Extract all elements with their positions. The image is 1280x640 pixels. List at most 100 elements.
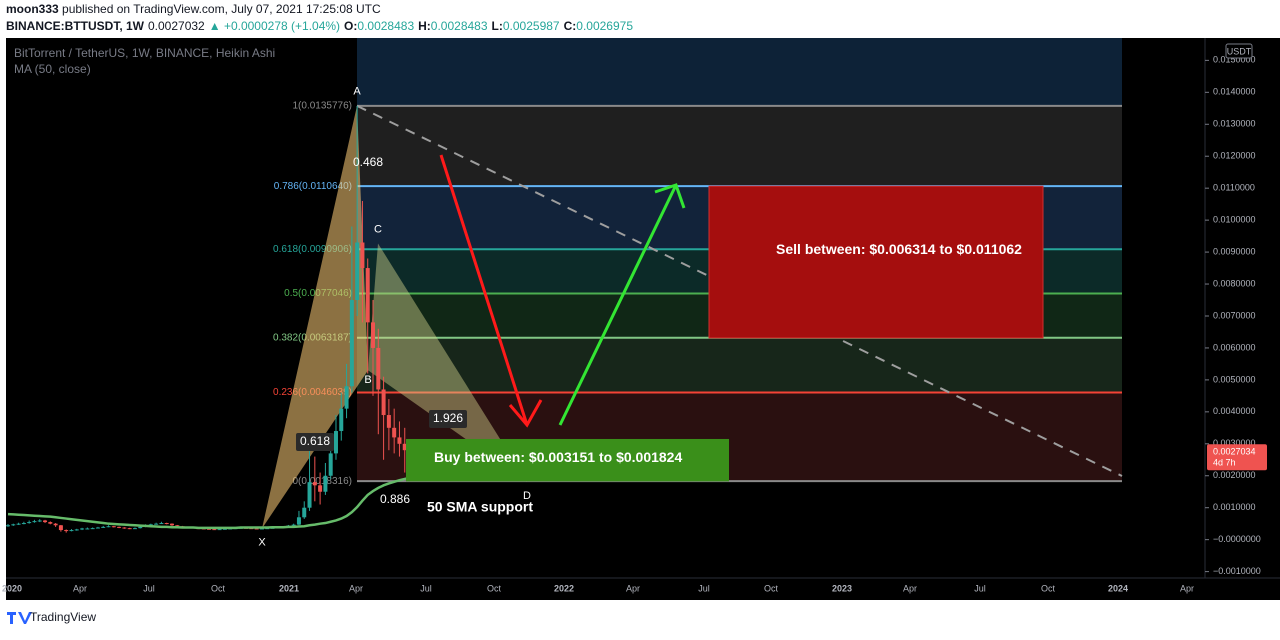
time-tick-label: Jul: [143, 583, 155, 593]
candle-body: [360, 242, 365, 269]
price-tick-label: 0.0060000: [1213, 342, 1256, 352]
candle-body: [307, 482, 312, 508]
candle-body: [138, 526, 143, 529]
candle-body: [74, 529, 79, 531]
candle-body: [392, 427, 397, 438]
time-tick-label: 2021: [279, 583, 299, 593]
time-tick-label: 2023: [832, 583, 852, 593]
time-tick-label: Oct: [1041, 583, 1056, 593]
candle-body: [11, 524, 16, 526]
time-tick-label: 2024: [1108, 583, 1128, 593]
legend-indicator: MA (50, close): [14, 62, 91, 76]
ohlc-label: O:: [344, 19, 357, 33]
symbol-line: BINANCE:BTTUSDT, 1W 0.0027032 ▲ +0.0000278…: [6, 19, 633, 33]
candle-body: [80, 528, 85, 530]
candle-body: [21, 523, 26, 525]
candle-body: [6, 525, 10, 527]
candle-body: [95, 527, 100, 529]
candle-body: [212, 529, 217, 531]
pattern-bcd: [368, 243, 527, 483]
ohlc-value: 0.0028483: [431, 19, 488, 33]
pattern-point-label: C: [374, 223, 382, 235]
published: published on TradingView.com, July 07, 2…: [59, 2, 381, 16]
countdown: 4d 7h: [1213, 458, 1236, 468]
candle-body: [402, 443, 407, 451]
symbol: BINANCE:BTTUSDT, 1W: [6, 19, 145, 33]
buy-zone: [406, 438, 729, 482]
candle-body: [85, 528, 90, 530]
candle-body: [37, 520, 42, 522]
candle-body: [101, 526, 106, 528]
candle-body: [106, 526, 111, 528]
time-tick-label: Oct: [487, 583, 502, 593]
candle-body: [117, 526, 122, 528]
author: moon333: [6, 2, 59, 16]
fib-label: 1(0.0135776): [293, 100, 353, 111]
time-tick-label: Oct: [211, 583, 226, 593]
legend-title: BitTorrent / TetherUS, 1W, BINANCE, Heik…: [14, 46, 275, 60]
ohlc-value: 0.0025987: [503, 19, 560, 33]
price-tick-label: 0.0030000: [1213, 438, 1256, 448]
candle-body: [312, 482, 317, 486]
ratio-box: [296, 433, 334, 451]
candle-body: [132, 528, 137, 530]
candle-body: [254, 528, 259, 530]
fib-label: 0.618(0.0090906): [273, 244, 352, 255]
ratio-label: 0.468: [353, 155, 383, 169]
time-tick-label: Jul: [420, 583, 432, 593]
candle-body: [381, 389, 386, 416]
footer-brand: TradingView: [30, 610, 96, 624]
candle-body: [27, 522, 32, 524]
fib-zone: [357, 38, 1122, 106]
price-tick-label: 0.0140000: [1213, 87, 1256, 97]
price-tick-label: 0.0040000: [1213, 406, 1256, 416]
price-tick-label: 0.0080000: [1213, 278, 1256, 288]
down-arrow: [439, 154, 543, 428]
price-tick-label: 0.0010000: [1213, 502, 1256, 512]
time-tick-label: Oct: [764, 583, 779, 593]
ratio-label: 1.926: [433, 411, 463, 425]
pattern-point-label: A: [353, 86, 361, 98]
current-price-box: [1207, 444, 1267, 471]
fib-label: 0.786(0.0110640): [274, 181, 352, 192]
candle-body: [333, 431, 338, 454]
currency-box: [1225, 43, 1253, 59]
candle-body: [397, 437, 402, 444]
ohlc-value: 0.0028483: [357, 19, 414, 33]
candle-body: [148, 524, 153, 526]
candle-body: [355, 242, 360, 301]
candles: [6, 105, 423, 533]
candle-body: [111, 526, 116, 528]
candle-body: [302, 507, 307, 518]
time-tick-label: Apr: [1180, 583, 1194, 593]
pattern-point-label: X: [258, 536, 266, 548]
candle-body: [69, 530, 74, 532]
buy-label: Buy between: $0.003151 to $0.001824: [434, 449, 682, 465]
logo: [7, 612, 32, 624]
time-tick-label: Apr: [73, 583, 87, 593]
candle-body: [64, 530, 69, 532]
candle-body: [328, 453, 333, 476]
candle-body: [32, 521, 37, 523]
time-tick-label: Apr: [349, 583, 363, 593]
candle-body: [48, 522, 53, 524]
candle-body: [323, 475, 328, 492]
price-tick-label: 0.0070000: [1213, 310, 1256, 320]
candle-body: [339, 408, 344, 432]
ohlc-value: 0.0026975: [576, 19, 633, 33]
pattern-xab: [262, 105, 368, 529]
fib-zone: [357, 337, 1122, 393]
time-tick-label: Apr: [903, 583, 917, 593]
ma-line: [7, 473, 421, 530]
candle-body: [296, 517, 301, 525]
last-price: 0.0027032: [148, 19, 205, 33]
ohlc-label: L:: [492, 19, 503, 33]
candle-body: [16, 523, 21, 525]
candle-body: [217, 529, 222, 531]
price-tick-label: 0.0090000: [1213, 246, 1256, 256]
price-tick-label: 0.0020000: [1213, 470, 1256, 480]
annotations: Sell between: $0.006314 to $0.011062 Buy …: [296, 154, 1267, 515]
